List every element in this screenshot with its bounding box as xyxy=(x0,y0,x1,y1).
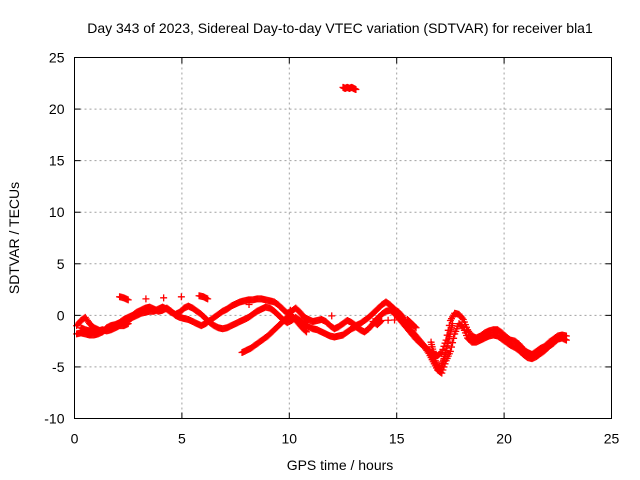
data-point-interp xyxy=(391,316,399,324)
y-tick-label: 15 xyxy=(49,153,65,169)
data-point-interp xyxy=(458,323,466,331)
data-point xyxy=(378,317,386,325)
x-tick-label: 25 xyxy=(604,431,620,447)
x-tick-label: 5 xyxy=(178,431,186,447)
data-point xyxy=(412,324,420,332)
series-track-b xyxy=(73,302,570,377)
data-point xyxy=(449,320,457,328)
y-tick-label: 25 xyxy=(49,50,65,66)
series-track-d xyxy=(77,320,132,335)
data-point-interp xyxy=(447,343,455,351)
data-point-interp xyxy=(177,293,185,301)
data-point-interp xyxy=(411,323,419,331)
data-point-interp xyxy=(384,316,392,324)
data-point-interp xyxy=(458,314,466,322)
ticks-layer xyxy=(74,57,612,419)
data-point-interp xyxy=(449,339,457,347)
series-track-g xyxy=(427,320,457,375)
y-tick-label: -5 xyxy=(52,359,65,375)
series-track-c xyxy=(238,311,310,356)
data-point xyxy=(446,347,454,355)
x-tick-label: 10 xyxy=(282,431,298,447)
data-point-interp xyxy=(160,294,168,302)
grid-layer xyxy=(74,57,612,419)
x-tick-label: 20 xyxy=(496,431,512,447)
data-point-interp xyxy=(142,295,150,303)
y-tick-label: 5 xyxy=(57,256,65,272)
series-track-e xyxy=(116,292,420,332)
series-track-f xyxy=(339,83,360,93)
y-tick-label: 10 xyxy=(49,204,65,220)
x-tick-label: 15 xyxy=(389,431,405,447)
data-point-interp xyxy=(301,327,309,335)
y-tick-label: -10 xyxy=(44,411,64,427)
series-track-a xyxy=(73,295,570,360)
x-axis-label: GPS time / hours xyxy=(287,457,394,473)
data-point xyxy=(302,328,310,336)
y-tick-label: 20 xyxy=(49,101,65,117)
data-point-interp xyxy=(328,312,336,320)
chart-title: Day 343 of 2023, Sidereal Day-to-day VTE… xyxy=(87,20,593,36)
y-axis-label: SDTVAR / TECUs xyxy=(6,182,22,294)
x-tick-labels: 0 5 10 15 20 25 xyxy=(71,431,620,447)
y-tick-label: 0 xyxy=(57,307,65,323)
data-point-interp xyxy=(397,316,405,324)
plot-frame xyxy=(74,57,612,419)
data-point xyxy=(124,320,132,328)
data-point-interp xyxy=(377,318,385,326)
x-tick-label: 0 xyxy=(71,431,79,447)
data-point-interp xyxy=(437,349,445,357)
data-point xyxy=(204,295,212,303)
y-tick-labels: -10 -5 0 5 10 15 20 25 xyxy=(44,50,64,427)
data-point-interp xyxy=(286,306,294,314)
data-point xyxy=(562,336,570,344)
data-point xyxy=(352,85,360,93)
data-point-interp xyxy=(245,301,253,309)
data-point xyxy=(124,296,132,304)
data-points-layer xyxy=(73,83,570,377)
